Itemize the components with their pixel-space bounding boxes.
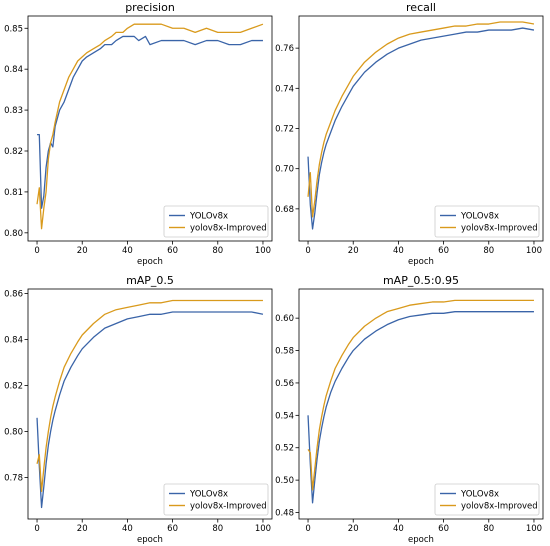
legend: YOLOv8x yolov8x-Improved <box>163 205 269 238</box>
x-tick-label: 20 <box>348 524 359 534</box>
series-line-yolov8x <box>36 311 264 509</box>
y-tick-label: 0.60 <box>275 314 294 324</box>
y-tick-label: 0.58 <box>275 347 294 357</box>
legend-box <box>163 483 269 516</box>
series-line-yolov8x <box>307 27 535 230</box>
x-tick-label: 80 <box>212 524 223 534</box>
y-tick-label: 0.48 <box>275 509 294 519</box>
x-tick-label: 40 <box>122 246 133 256</box>
x-tick-label: 0 <box>305 524 310 534</box>
series-line-yolov8x-improved <box>36 299 263 493</box>
x-tick-label: 80 <box>212 246 223 256</box>
x-tick-label: 20 <box>77 246 88 256</box>
y-tick-label: 0.70 <box>275 165 294 175</box>
x-tick-label: 40 <box>393 246 404 256</box>
y-tick-label: 0.82 <box>4 382 23 392</box>
x-tick-label: 0 <box>34 246 39 256</box>
y-tick-label: 0.84 <box>4 65 23 75</box>
chart-1: recall 0 20 40 60 80 100 0.68 0.70 0.72 0.74 0.76 ep… <box>275 1 544 267</box>
plot-frame <box>298 288 544 520</box>
legend: YOLOv8x yolov8x-Improved <box>434 205 540 238</box>
series-line-yolov8x <box>37 35 263 209</box>
legend-label: yolov8x-Improved <box>461 224 538 234</box>
chart-3: mAP_0.5:0.95 0 20 40 60 80 100 0.48 0.50 0.52 0.54… <box>275 274 544 545</box>
legend: YOLOv8x yolov8x-Improved <box>434 483 540 516</box>
x-tick-label: 40 <box>122 524 133 534</box>
y-tick-label: 0.82 <box>4 147 23 157</box>
x-tick-label: 80 <box>483 246 494 256</box>
x-tick-label: 80 <box>483 524 494 534</box>
legend-label: yolov8x-Improved <box>190 502 267 512</box>
y-tick-label: 0.80 <box>4 229 23 239</box>
series-line-yolov8x-improved <box>307 21 535 218</box>
legend: YOLOv8x yolov8x-Improved <box>163 483 269 516</box>
chart-title: precision <box>125 1 175 14</box>
legend-box <box>163 205 269 238</box>
y-tick-label: 0.83 <box>4 106 23 116</box>
legend-label: yolov8x-Improved <box>190 224 267 234</box>
y-tick-label: 0.78 <box>4 474 23 484</box>
x-tick-label: 60 <box>167 524 178 534</box>
plot-frame <box>27 15 273 242</box>
x-tick-label: 100 <box>526 524 542 534</box>
x-tick-label: 0 <box>305 246 310 256</box>
x-tick-label: 60 <box>167 246 178 256</box>
x-axis-label: epoch <box>408 257 434 267</box>
x-tick-label: 20 <box>348 246 359 256</box>
x-tick-label: 0 <box>34 524 39 534</box>
plot-frame <box>27 288 273 520</box>
x-axis-label: epoch <box>408 535 434 545</box>
chart-title: recall <box>406 1 436 14</box>
chart-title: mAP_0.5:0.95 <box>383 274 459 287</box>
series-line-yolov8x <box>307 311 534 504</box>
legend-label: yolov8x-Improved <box>461 502 538 512</box>
y-tick-label: 0.76 <box>275 44 294 54</box>
series-line-yolov8x-improved <box>307 299 534 491</box>
legend-box <box>434 483 540 516</box>
x-tick-label: 100 <box>526 246 542 256</box>
legend-label: YOLOv8x <box>189 212 228 222</box>
y-tick-label: 0.86 <box>4 290 23 300</box>
legend-label: YOLOv8x <box>460 212 499 222</box>
chart-0: precision 0 20 40 60 80 100 0.80 0.81 0.82 0.83 0.8… <box>4 1 273 267</box>
y-tick-label: 0.52 <box>275 444 294 454</box>
y-tick-label: 0.85 <box>4 24 23 34</box>
chart-2: mAP_0.5 0 20 40 60 80 100 0.78 0.80 0.82 0.84 0.86 e… <box>4 274 273 545</box>
legend-label: YOLOv8x <box>189 490 228 500</box>
y-tick-label: 0.81 <box>4 188 23 198</box>
y-tick-label: 0.54 <box>275 411 294 421</box>
y-tick-label: 0.80 <box>4 428 23 438</box>
legend-box <box>434 205 540 238</box>
x-tick-label: 60 <box>438 524 449 534</box>
chart-title: mAP_0.5 <box>126 274 174 287</box>
x-tick-label: 100 <box>255 524 271 534</box>
y-tick-label: 0.50 <box>275 476 294 486</box>
y-tick-label: 0.68 <box>275 205 294 215</box>
y-tick-label: 0.72 <box>275 125 294 135</box>
y-tick-label: 0.84 <box>4 336 23 346</box>
y-tick-label: 0.56 <box>275 379 294 389</box>
series-line-yolov8x-improved <box>36 23 264 230</box>
y-tick-label: 0.74 <box>275 84 294 94</box>
legend-label: YOLOv8x <box>460 490 499 500</box>
x-axis-label: epoch <box>137 535 163 545</box>
x-tick-label: 40 <box>393 524 404 534</box>
x-tick-label: 100 <box>255 246 271 256</box>
x-tick-label: 60 <box>438 246 449 256</box>
x-tick-label: 20 <box>77 524 88 534</box>
x-axis-label: epoch <box>137 257 163 267</box>
